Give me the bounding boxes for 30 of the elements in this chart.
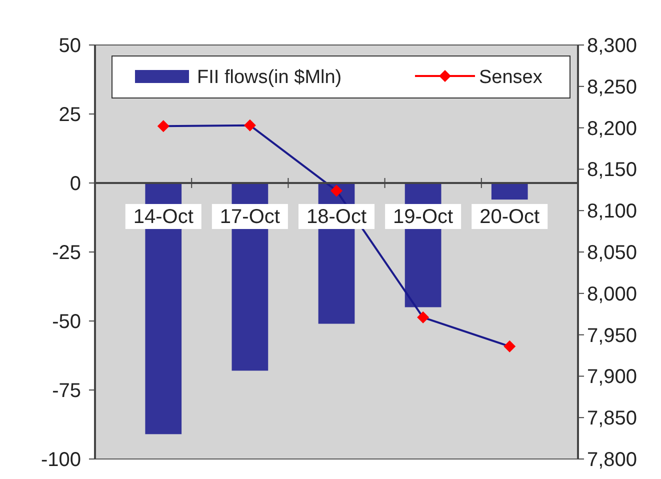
x-tick-label: 18-Oct — [306, 206, 367, 228]
y2-tick-label: 8,150 — [587, 159, 638, 182]
point — [504, 340, 516, 352]
y2-tick-label: 8,100 — [587, 200, 638, 223]
x-tick-label: 20-Oct — [480, 206, 540, 228]
y2-tick-label: 8,000 — [587, 283, 638, 306]
x-tick-label: 14-Oct — [133, 206, 194, 228]
point — [417, 311, 430, 324]
y-tick-label: -75 — [52, 380, 81, 402]
x-tick-label: 17-Oct — [220, 206, 280, 228]
y2-tick-label: 7,950 — [587, 324, 638, 347]
y-tick-label: 25 — [58, 104, 81, 126]
y2-tick-label: 7,800 — [587, 449, 638, 471]
y2-tick-label: 8,250 — [587, 76, 638, 98]
y-tick-label: -100 — [40, 449, 81, 471]
y-tick-label: -50 — [52, 311, 81, 333]
y-tick-label: -25 — [52, 242, 81, 264]
point — [330, 184, 342, 197]
legend-label: FII flows(in $Mln) — [197, 67, 342, 88]
y2-tick-label: 8,050 — [587, 242, 638, 264]
legend-label: Sensex — [479, 67, 543, 88]
y2-tick-label: 7,900 — [587, 366, 638, 388]
point — [157, 120, 170, 132]
y2-tick-label: 8,300 — [587, 35, 638, 57]
y-tick-label: 0 — [70, 173, 81, 195]
x-tick-label: 19-Oct — [393, 206, 454, 228]
point — [244, 119, 256, 132]
y2-tick-label: 8,200 — [587, 118, 638, 140]
y2-tick-label: 7,850 — [587, 408, 638, 430]
y-tick-label: 50 — [58, 35, 81, 57]
